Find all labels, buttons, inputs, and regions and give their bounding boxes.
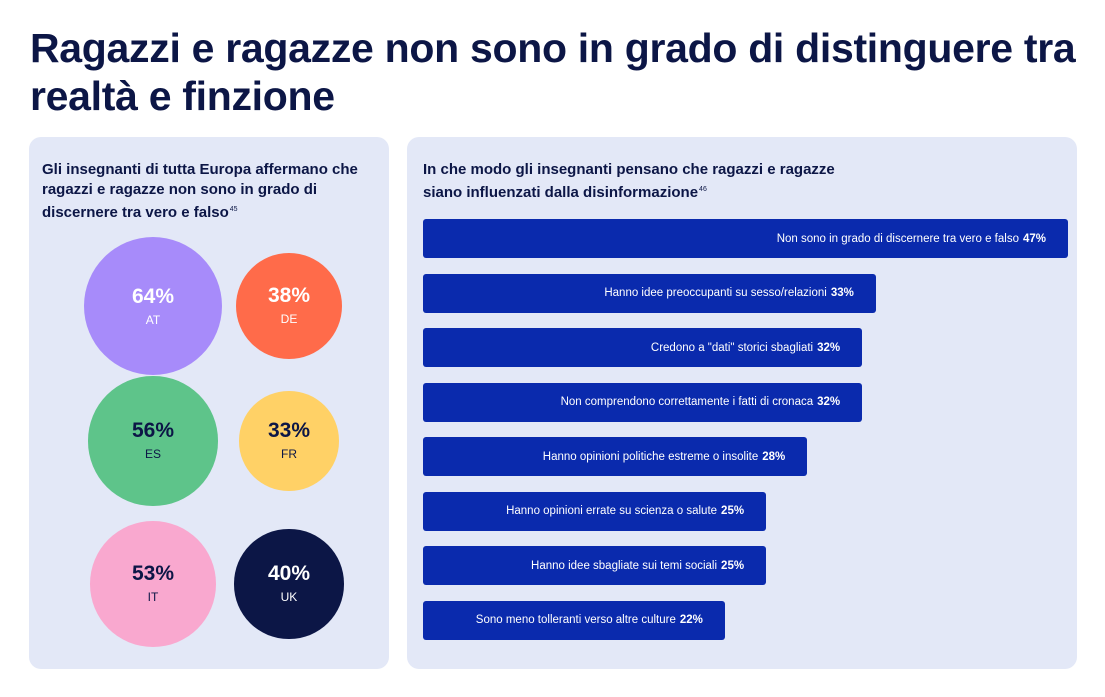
bubble-fr: 33% FR xyxy=(239,391,339,491)
bar-category-label: Non comprendono correttamente i fatti di… xyxy=(560,396,814,408)
bar-6: Hanno opinioni errate su scienza o salut… xyxy=(423,491,767,531)
bubble-uk: 40% UK xyxy=(234,529,344,639)
bar-1: Non sono in grado di discernere tra vero… xyxy=(423,219,1068,258)
bar-category-label: Hanno idee sbagliate sui temi sociali xyxy=(531,559,718,572)
disinformation-bars-panel: In che modo gli insegnanti pensano che r… xyxy=(407,137,1077,669)
bar-value-label: 32% xyxy=(817,341,841,354)
bar-7: Hanno idee sbagliate sui temi sociali 25% xyxy=(423,546,767,585)
bubble-es: 56% ES xyxy=(88,376,218,506)
country-bubbles-panel: Gli insegnanti di tutta Europa affermano… xyxy=(29,137,389,669)
bubbles-chart-title: Gli insegnanti di tutta Europa affermano… xyxy=(42,160,372,223)
bar-value-label: 25% xyxy=(721,559,745,572)
bar-value-label: 33% xyxy=(830,287,854,299)
bar-value-label: 32% xyxy=(817,396,841,408)
bar-3: Credono a "dati" storici sbagliati 32% xyxy=(423,328,863,367)
bubble-at: 64% AT xyxy=(84,237,222,375)
bar-footnote-ref: 46 xyxy=(699,186,707,193)
bar-8: Sono meno tolleranti verso altre culture… xyxy=(423,600,725,640)
bubble-value: 56% xyxy=(131,419,174,443)
bar-category-label: Hanno opinioni errate su scienza o salut… xyxy=(506,505,718,517)
bubble-country-label: ES xyxy=(144,447,161,462)
bubble-country-label: AT xyxy=(145,312,161,327)
page-title: Ragazzi e ragazze non sono in grado di d… xyxy=(30,25,1076,119)
bar-category-label: Non sono in grado di discernere tra vero… xyxy=(776,232,1019,245)
bubble-value: 53% xyxy=(131,562,174,586)
bubble-value: 64% xyxy=(131,284,175,308)
bubbles-footnote-ref: 45 xyxy=(229,206,238,213)
bubble-value: 40% xyxy=(267,562,310,586)
bubbles-chart-title-text: Gli insegnanti di tutta Europa affermano… xyxy=(42,161,358,221)
bar-value-label: 28% xyxy=(762,450,786,463)
bar-value-label: 22% xyxy=(679,614,703,626)
bubble-country-label: DE xyxy=(280,312,298,327)
bubble-country-label: FR xyxy=(280,447,297,462)
bar-category-label: Sono meno tolleranti verso altre culture xyxy=(475,614,676,626)
bar-chart-title: In che modo gli insegnanti pensano che r… xyxy=(423,160,843,203)
bubble-value: 38% xyxy=(267,284,310,308)
bubble-country-label: IT xyxy=(147,590,159,605)
bar-4: Non comprendono correttamente i fatti di… xyxy=(423,382,863,422)
bubble-it: 53% IT xyxy=(90,521,216,647)
bubble-value: 33% xyxy=(267,419,310,443)
bubble-country-label: UK xyxy=(280,590,298,605)
bubble-de: 38% DE xyxy=(235,252,343,360)
bar-value-label: 25% xyxy=(721,505,745,517)
bar-5: Hanno opinioni politiche estreme o insol… xyxy=(423,437,808,476)
bar-category-label: Hanno idee preoccupanti su sesso/relazio… xyxy=(604,287,827,299)
bar-category-label: Credono a "dati" storici sbagliati xyxy=(650,341,814,354)
bar-value-label: 47% xyxy=(1022,232,1046,245)
bar-category-label: Hanno opinioni politiche estreme o insol… xyxy=(542,450,759,463)
bar-2: Hanno idee preoccupanti su sesso/relazio… xyxy=(423,273,876,313)
bar-chart-title-text: In che modo gli insegnanti pensano che r… xyxy=(423,161,835,201)
